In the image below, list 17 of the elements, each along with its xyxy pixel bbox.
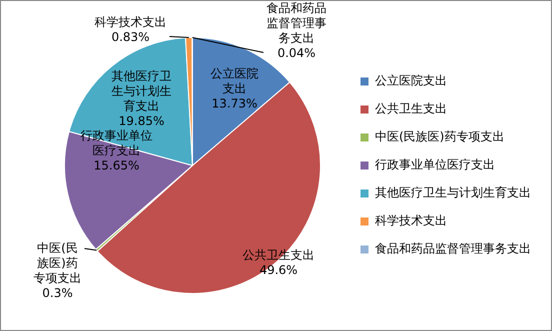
legend-label: 食品和药品监督管理事务支出 (375, 242, 531, 256)
legend-label: 其他医疗卫生与计划生育支出 (375, 186, 531, 200)
slice-label: 中医(民族医)药专项支出 (32, 240, 82, 286)
slice-label: 其他医疗卫生与计划生育支出 (110, 68, 172, 114)
legend-label: 科学技术支出 (375, 214, 447, 228)
data-label: 0.3% (41, 286, 74, 300)
data-label: 0.04% (276, 46, 317, 60)
slice-label: 公立医院支出 (210, 66, 260, 96)
legend-label: 公共卫生支出 (375, 102, 447, 116)
legend-label: 公立医院支出 (375, 74, 447, 88)
data-label: 0.83% (110, 30, 151, 44)
legend-label: 中医(民族医)药专项支出 (375, 130, 504, 144)
data-label: 19.85% (118, 114, 166, 128)
legend-label: 行政事业单位医疗支出 (375, 158, 495, 172)
slice-label: 食品和药品监督管理事务支出 (266, 0, 328, 46)
slice-label: 科学技术支出 (94, 14, 168, 30)
data-label: 13.73% (210, 96, 258, 111)
